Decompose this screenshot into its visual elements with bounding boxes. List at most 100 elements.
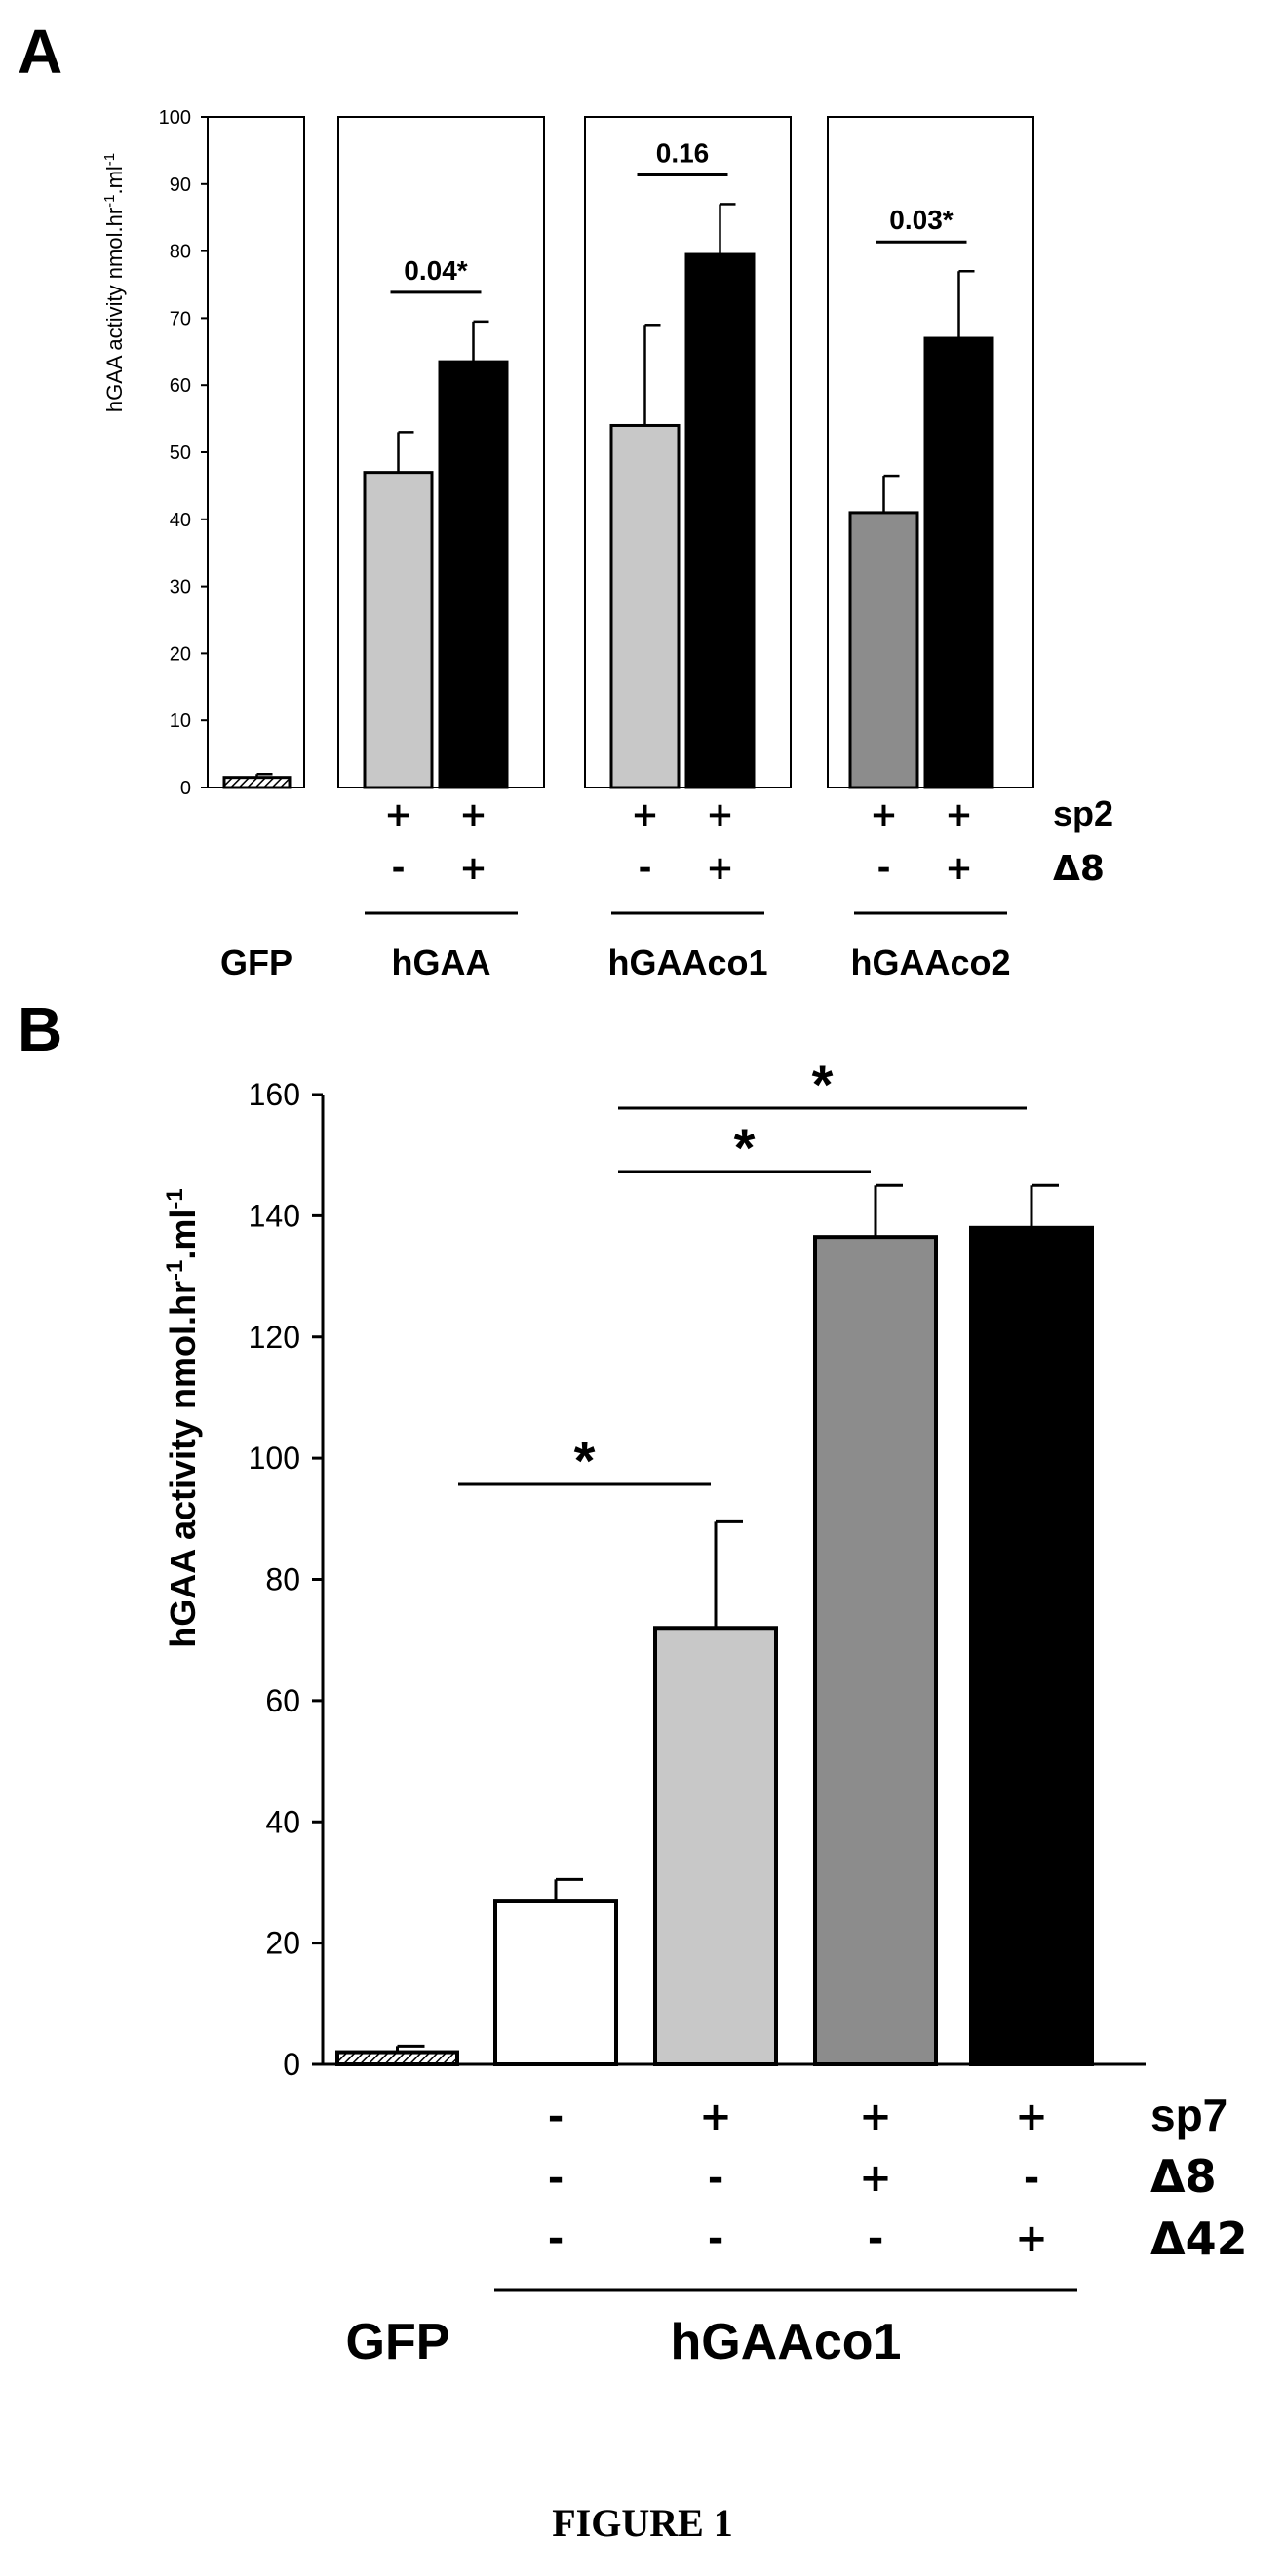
y-tick-label: 140 [249,1198,300,1233]
group-label: GFP [220,942,292,982]
bar [848,511,919,789]
delta8-value: + [945,849,973,888]
group-label: GFP [346,2314,450,2370]
sp2-value: + [706,795,734,834]
row-label-sp2: sp2 [1053,793,1113,833]
y-tick-label: 80 [170,242,191,263]
y-tick-label: 60 [170,375,191,397]
svg-text:hGAA activity nmol.hr-1.ml-1: hGAA activity nmol.hr-1.ml-1 [101,153,128,412]
delta8-value: + [706,849,734,888]
bar [363,471,434,789]
group-label: hGAA [392,942,491,982]
y-axis-label-sup1: -1 [162,1260,188,1281]
panel-b-label: B [18,994,62,1064]
delta8-value: + [459,849,487,888]
row-label-sp7: sp7 [1150,2090,1227,2140]
chart-a: hGAA activity nmol.hr-1.ml-1 01020304050… [101,107,1114,982]
bars [335,1225,1094,2066]
sp2-value: + [384,795,412,834]
row-label-delta8: Δ8 [1150,2150,1217,2203]
bar [923,336,994,789]
y-tick-label: 160 [249,1077,300,1112]
delta42-value: - [548,2216,565,2261]
delta8-value: + [859,2156,892,2201]
y-tick-label: 90 [170,174,191,196]
y-tick-label: 20 [170,643,191,665]
sp7-value: - [548,2095,565,2139]
significance-label: * [734,1117,756,1178]
error-bars [255,203,975,778]
bar [969,1225,1094,2066]
y-axis-label-sup2: -1 [101,153,118,166]
y-axis-label-mid: .ml [163,1210,203,1260]
bar [222,776,292,789]
figure-caption: FIGURE 1 [552,2501,733,2545]
significance-annotations: * * * [458,1054,1027,1491]
error-bars [396,1183,1059,2053]
group-labels: GFP hGAA hGAAco1 hGAAco2 [220,911,1011,982]
row-label-delta42: Δ42 [1150,2212,1248,2265]
y-tick-label: 20 [265,1926,300,1961]
group-frame [207,116,305,788]
delta8-value: - [1024,2156,1040,2201]
y-axis: 0 10 20 30 40 50 60 70 80 90 100 [159,107,209,799]
delta8-value: - [548,2156,565,2201]
delta8-value: - [876,849,890,888]
y-axis-label: hGAA activity nmol.hr-1.ml-1 [162,1188,204,1647]
sp7-value: + [699,2095,732,2139]
y-axis-label: hGAA activity nmol.hr-1.ml-1 [101,153,128,412]
y-tick-label: 50 [170,442,191,464]
y-axis-label-sup1: -1 [101,195,118,208]
delta8-value: - [391,849,405,888]
comparison-label: 0.04* [404,255,467,286]
y-axis-label-main: hGAA activity nmol.hr [163,1281,203,1648]
delta42-value: + [1015,2216,1048,2261]
sp2-value: + [870,795,898,834]
y-tick-label: 40 [265,1804,300,1839]
delta42-value: - [708,2216,724,2261]
y-tick-label: 10 [170,711,191,732]
group-labels: GFP hGAAco1 [346,2288,1077,2370]
y-tick-label: 0 [283,2047,300,2082]
group-label: hGAAco1 [671,2314,902,2370]
bar [653,1626,778,2066]
comparison-label: 0.03* [889,205,953,235]
row-label-delta8: Δ8 [1053,849,1105,889]
bar [609,423,681,789]
y-tick-label: 100 [159,107,191,129]
delta42-value: - [868,2216,884,2261]
condition-rows: + - + + + - + + + - + + sp2 Δ8 [384,793,1113,889]
y-tick-label: 60 [265,1683,300,1718]
bar [684,252,756,789]
bar [335,2050,459,2066]
y-tick-label: 40 [170,510,191,531]
y-tick-label: 30 [170,577,191,598]
y-axis-label-main: hGAA activity nmol.hr [102,208,127,412]
sp7-value: + [1015,2095,1048,2139]
svg-text:hGAA activity nmol.hr-1.ml-1: hGAA activity nmol.hr-1.ml-1 [162,1188,204,1647]
y-tick-label: 100 [249,1441,300,1476]
delta8-value: - [638,849,651,888]
y-axis-label-sup2: -1 [162,1188,188,1209]
sp7-value: + [859,2095,892,2139]
chart-b: hGAA activity nmol.hr-1.ml-1 02040608010… [162,1054,1248,2370]
significance-label: * [812,1054,834,1115]
sp2-value: + [631,795,659,834]
bars [222,252,994,789]
y-tick-label: 80 [265,1562,300,1597]
y-tick-label: 70 [170,308,191,329]
bar [493,1899,618,2066]
condition-rows: - - - + - - + + - + - + sp7 Δ8 Δ42 [548,2090,1248,2265]
group-label: hGAAco1 [607,942,767,982]
significance-label: * [574,1430,596,1491]
comparison-label: 0.16 [656,137,710,168]
sp2-value: + [945,795,973,834]
panel-a-label: A [18,17,62,87]
y-tick-label: 120 [249,1320,300,1355]
delta8-value: - [708,2156,724,2201]
bar [813,1235,938,2066]
bar [438,360,509,789]
group-label: hGAAco2 [850,942,1010,982]
comparison-annotations: 0.04* 0.16 0.03* [390,137,967,294]
